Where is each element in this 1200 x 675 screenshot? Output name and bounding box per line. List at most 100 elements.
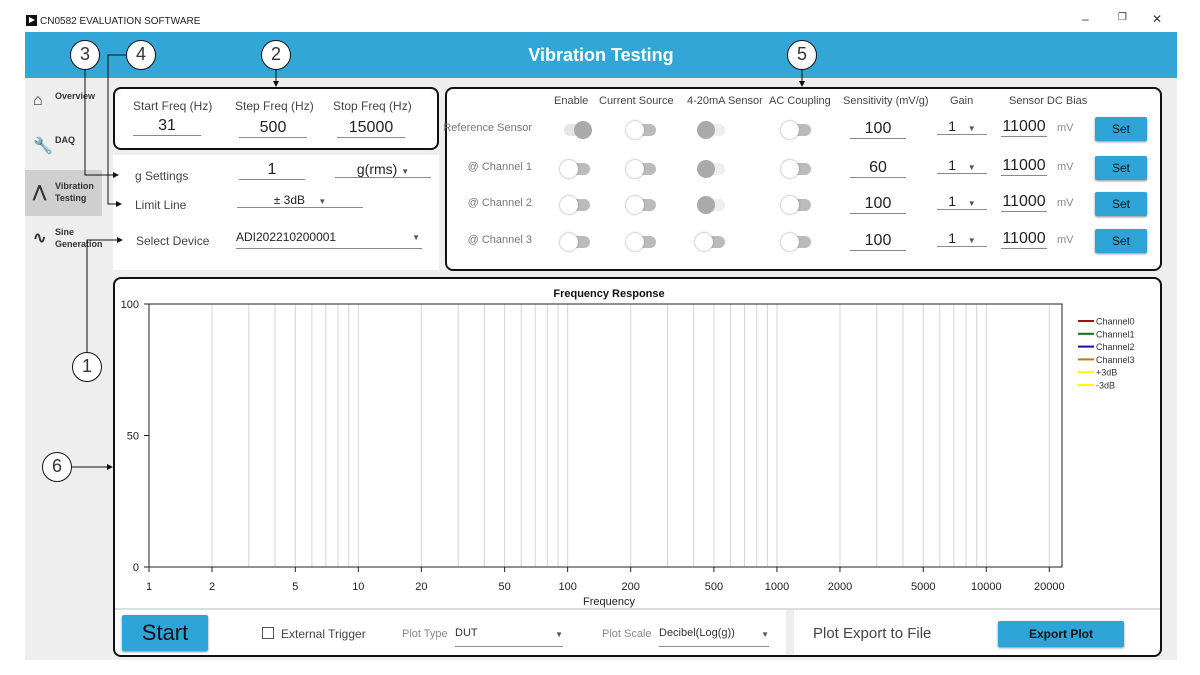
gain-value: 1 <box>948 118 957 134</box>
gain-select[interactable]: 1 ▼ <box>937 230 987 247</box>
external-trigger-checkbox[interactable] <box>262 627 274 639</box>
x-tick-label: 10 <box>352 581 364 593</box>
plot-scale-select[interactable]: Decibel(Log(g)) ▼ <box>659 627 769 647</box>
ac-toggle[interactable] <box>781 196 811 214</box>
x-tick-label: 1 <box>146 581 152 593</box>
callout-3: 3 <box>70 40 100 70</box>
column-header: 4-20mA Sensor <box>687 95 763 107</box>
device-value: ADI202210200001 <box>236 230 337 244</box>
g-settings-label: g Settings <box>135 169 189 183</box>
minimize-button[interactable]: – <box>1082 12 1089 26</box>
ac-toggle[interactable] <box>781 121 811 139</box>
column-header: AC Coupling <box>769 95 831 107</box>
x-tick-label: 2000 <box>828 581 852 593</box>
sensor-row-label: @ Channel 1 <box>467 161 532 173</box>
legend-entry: Channel1 <box>1096 329 1135 339</box>
export-plot-button[interactable]: Export Plot <box>998 621 1124 647</box>
current-toggle[interactable] <box>626 121 656 139</box>
x-tick-label: 1000 <box>765 581 789 593</box>
x-tick-label: 200 <box>621 581 639 593</box>
legend-entry: +3dB <box>1096 368 1117 378</box>
restore-button[interactable]: ❐ <box>1118 12 1127 23</box>
app-title: CN0582 EVALUATION SOFTWARE <box>40 16 201 27</box>
plot-export-label: Plot Export to File <box>813 625 932 642</box>
ac-toggle[interactable] <box>781 233 811 251</box>
enable-toggle[interactable] <box>560 196 590 214</box>
x-tick-label: 10000 <box>971 581 1002 593</box>
g-value-input[interactable]: 1 <box>239 161 305 180</box>
x-tick-label: 20000 <box>1034 581 1065 593</box>
external-trigger-label: External Trigger <box>281 627 366 641</box>
caret-down-icon: ▼ <box>967 163 976 172</box>
dc-bias-input[interactable]: 11000 <box>1001 193 1047 212</box>
set-button[interactable]: Set <box>1095 192 1147 216</box>
x-tick-label: 500 <box>705 581 723 593</box>
unit-label: mV <box>1057 161 1074 173</box>
plot-type-select[interactable]: DUT ▼ <box>455 627 563 647</box>
sensitivity-input[interactable]: 100 <box>850 120 906 139</box>
enable-toggle[interactable] <box>560 233 590 251</box>
plot-type-value: DUT <box>455 627 478 639</box>
stop-freq-input[interactable]: 15000 <box>337 119 405 138</box>
sidebar-item-label: Vibration <box>55 181 94 191</box>
ma-toggle[interactable] <box>697 160 725 178</box>
set-button[interactable]: Set <box>1095 156 1147 180</box>
chart-panel <box>113 277 1162 657</box>
ac-toggle[interactable] <box>781 160 811 178</box>
caret-down-icon: ▼ <box>318 197 327 206</box>
current-toggle[interactable] <box>626 160 656 178</box>
gain-select[interactable]: 1 ▼ <box>937 157 987 174</box>
ma-toggle[interactable] <box>697 196 725 214</box>
dc-bias-input[interactable]: 11000 <box>1001 230 1047 249</box>
sidebar-item-label: Generation <box>55 239 103 249</box>
page-title: Vibration Testing <box>528 45 674 65</box>
dc-bias-input[interactable]: 11000 <box>1001 118 1047 137</box>
x-tick-label: 50 <box>499 581 511 593</box>
sidebar-item-vibration[interactable]: ⋀ Vibration Testing <box>25 170 102 216</box>
sidebar-item-daq[interactable]: 🔧 DAQ <box>25 124 102 170</box>
plot-scale-label: Plot Scale <box>602 628 652 640</box>
dc-bias-input[interactable]: 11000 <box>1001 157 1047 176</box>
divider <box>786 610 794 655</box>
enable-toggle[interactable] <box>560 160 590 178</box>
close-button[interactable]: ✕ <box>1152 12 1163 26</box>
caret-down-icon: ▼ <box>761 630 769 639</box>
legend-entry: Channel2 <box>1096 342 1135 352</box>
sensitivity-input[interactable]: 100 <box>850 232 906 251</box>
column-header: Current Source <box>599 95 674 107</box>
set-button[interactable]: Set <box>1095 117 1147 141</box>
gain-value: 1 <box>948 193 957 209</box>
ma-toggle[interactable] <box>695 233 725 251</box>
sensor-row-label: @ Channel 2 <box>467 197 532 209</box>
step-freq-input[interactable]: 500 <box>239 119 307 138</box>
gain-select[interactable]: 1 ▼ <box>937 193 987 210</box>
sidebar-item-overview[interactable]: ⌂ Overview <box>25 80 102 126</box>
x-tick-label: 100 <box>558 581 576 593</box>
sidebar-item-label: Overview <box>55 91 96 101</box>
callout-2: 2 <box>261 40 291 70</box>
g-unit-select[interactable]: g(rms) ▼ <box>335 161 431 178</box>
y-tick-label: 100 <box>121 299 139 311</box>
sensitivity-input[interactable]: 60 <box>850 159 906 178</box>
caret-down-icon: ▼ <box>967 199 976 208</box>
step-freq-label: Step Freq (Hz) <box>235 99 314 113</box>
start-freq-label: Start Freq (Hz) <box>133 99 213 113</box>
sensitivity-input[interactable]: 100 <box>850 195 906 214</box>
sine-wave-icon: ∿ <box>33 230 47 247</box>
current-toggle[interactable] <box>626 233 656 251</box>
sensor-row-label: @ Channel 3 <box>467 234 532 246</box>
frequency-settings-panel: Start Freq (Hz) 31 Step Freq (Hz) 500 St… <box>113 87 439 150</box>
current-toggle[interactable] <box>626 196 656 214</box>
limit-line-label: Limit Line <box>135 198 187 212</box>
unit-label: mV <box>1057 234 1074 246</box>
start-button[interactable]: Start <box>122 615 208 651</box>
enable-toggle[interactable] <box>564 121 592 139</box>
gain-select[interactable]: 1 ▼ <box>937 118 987 135</box>
set-button[interactable]: Set <box>1095 229 1147 253</box>
start-freq-input[interactable]: 31 <box>133 117 201 136</box>
sidebar-item-sine[interactable]: ∿ Sine Generation <box>25 216 103 262</box>
limit-line-select[interactable]: ± 3dB ▼ <box>237 193 363 208</box>
device-select[interactable]: ADI202210200001 ▼ <box>236 230 422 249</box>
title-bar: CN0582 EVALUATION SOFTWARE – ❐ ✕ <box>0 0 1200 32</box>
ma-toggle[interactable] <box>697 121 725 139</box>
